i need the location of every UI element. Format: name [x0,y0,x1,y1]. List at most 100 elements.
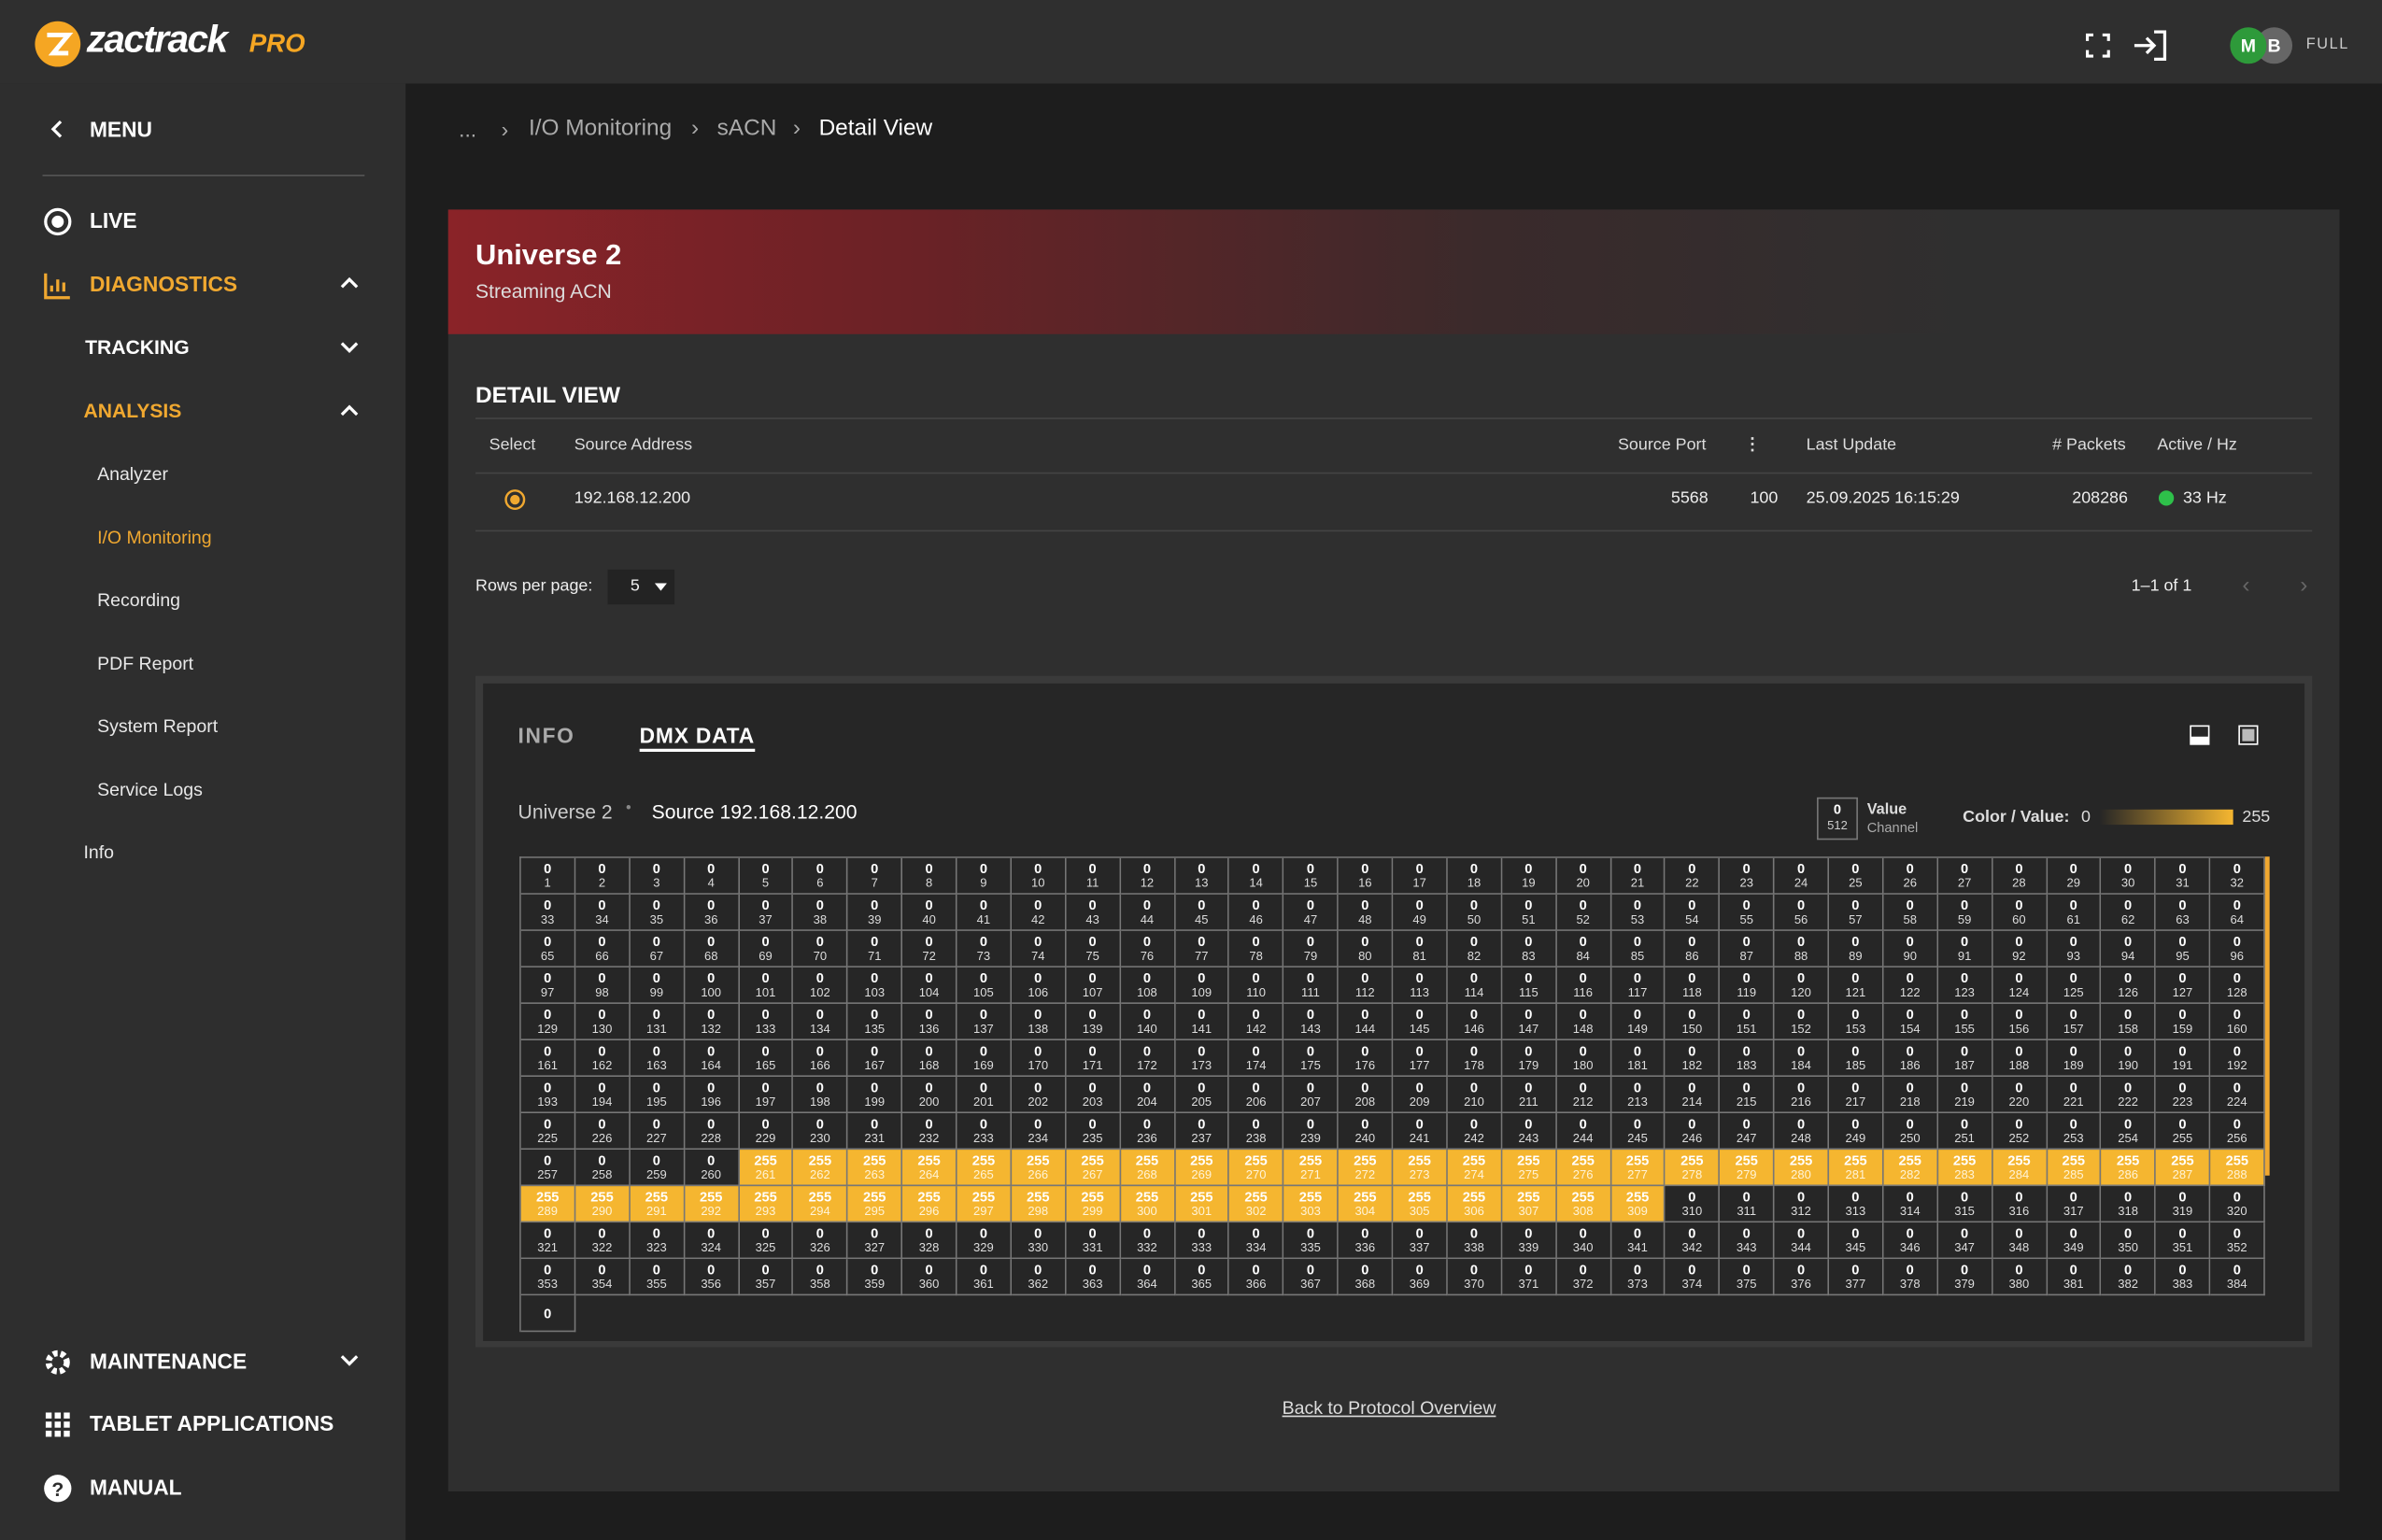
nav-tablet-applications[interactable]: TABLET APPLICATIONS [89,1410,334,1435]
dmx-channel: 35 [649,912,664,927]
dmx-value: 0 [1198,1225,1206,1241]
column-header[interactable]: Source Port [1617,435,1707,455]
dmx-channel: 380 [2008,1277,2030,1292]
column-header[interactable]: Last Update [1806,435,1897,455]
nav-live[interactable]: LIVE [89,207,137,233]
dmx-channel: 159 [2172,1022,2193,1037]
nav-analysis[interactable]: ANALYSIS [83,399,182,423]
fullscreen-button[interactable] [2085,33,2110,58]
dmx-channel: 185 [1845,1058,1866,1073]
dmx-cell: 0 207 [1283,1077,1339,1114]
dmx-channel: 158 [2118,1022,2138,1037]
dmx-value: 0 [1469,1007,1479,1023]
dmx-cell: 0 206 [1229,1077,1284,1114]
breadcrumb-item[interactable]: sACN [716,115,777,142]
logout-button[interactable] [2132,29,2168,63]
dmx-cell: 0 136 [902,1003,957,1041]
next-page[interactable]: › [2300,572,2308,599]
dmx-cell: 0 313 [1829,1186,1884,1223]
breadcrumb-item[interactable]: ... [459,117,477,142]
dmx-cell: 0 220 [1992,1077,2048,1114]
dmx-cell: 0 84 [1556,930,1611,968]
nav-tracking[interactable]: TRACKING [85,335,190,359]
dmx-cell: 0 354 [575,1259,631,1296]
dmx-cell: 0 339 [1501,1222,1557,1260]
dmx-cell: 0 215 [1720,1077,1775,1114]
nav-item[interactable]: Analyzer [97,463,169,485]
dmx-channel: 93 [2066,949,2081,964]
column-menu[interactable]: ⋮ [1743,435,1761,455]
dmx-cell: 0 78 [1229,930,1284,968]
dmx-channel: 258 [591,1167,613,1182]
nav-item[interactable]: Recording [97,588,181,611]
prev-page[interactable]: ‹ [2242,572,2250,599]
nav-manual[interactable]: MANUAL [89,1475,182,1500]
view-toggle[interactable] [2189,725,2210,746]
dmx-cell: 0 74 [1011,930,1067,968]
nav-item[interactable]: I/O Monitoring [97,527,212,549]
dmx-value: 0 [1252,970,1260,986]
view-toggle[interactable] [2238,725,2260,746]
nav-item[interactable]: PDF Report [97,653,194,675]
dmx-cell: 0 87 [1720,930,1775,968]
dmx-channel: 296 [918,1204,940,1219]
dmx-channel: 214 [1681,1095,1703,1109]
dmx-channel: 229 [755,1131,776,1146]
dmx-value: 255 [917,1152,941,1168]
dmx-value: 0 [925,1043,933,1059]
chevron [340,276,359,289]
scale-label: Color / Value: [1963,808,2070,827]
dmx-cell: 0 256 [2210,1113,2265,1151]
nav-maintenance[interactable]: MAINTENANCE [89,1349,248,1374]
tab-active[interactable]: DMX DATA [639,723,755,753]
dmx-value: 0 [1906,897,1914,913]
dmx-value: 0 [598,1116,606,1132]
dmx-cell: 0 123 [1937,967,1993,1004]
avatar-m[interactable]: M [2230,27,2267,64]
dmx-cell: 0 42 [1011,894,1067,931]
nav-item[interactable]: System Report [97,714,219,737]
menu-button[interactable]: MENU [89,117,153,142]
scrollbar[interactable] [2264,856,2270,1176]
nav-diagnostics[interactable]: DIAGNOSTICS [89,272,238,297]
dmx-value: 0 [1688,970,1696,986]
dmx-cell: 0 25 [1829,857,1884,895]
dmx-value: 0 [1034,934,1042,950]
dmx-cell: 0 48 [1338,894,1394,931]
dmx-channel: 257 [537,1167,559,1182]
dmx-cell: 0 144 [1338,1003,1394,1041]
dmx-cell: 0 232 [902,1113,957,1151]
dmx-cell: 0 356 [684,1259,740,1296]
column-header[interactable]: Active / Hz [2157,435,2237,455]
dmx-channel: 340 [1572,1240,1594,1255]
tab[interactable]: INFO [518,723,575,748]
column-header[interactable]: # Packets [2052,435,2126,455]
back-link[interactable]: Back to Protocol Overview [1282,1397,1496,1419]
radio-selected[interactable] [504,489,526,511]
dmx-channel: 253 [2063,1131,2084,1146]
dmx-value: 0 [1633,1043,1642,1059]
column-header[interactable]: Source Address [574,435,693,455]
nav-item[interactable]: Service Logs [97,779,203,801]
dmx-value: 0 [544,1262,552,1278]
dmx-cell: 0 36 [684,894,740,931]
dmx-cell: 0 58 [1883,894,1938,931]
dmx-cell: 0 30 [2101,857,2157,895]
dmx-value: 0 [544,1043,552,1059]
dmx-channel: 342 [1681,1240,1703,1255]
dmx-value: 0 [1198,1262,1206,1278]
breadcrumb-item[interactable]: I/O Monitoring [528,115,673,142]
dmx-cell: 0 67 [630,930,685,968]
dmx-cell: 0 68 [684,930,740,968]
scale-min: 0 [2081,808,2091,827]
dmx-value: 255 [1517,1189,1540,1205]
dmx-cell: 0 116 [1556,967,1611,1004]
dmx-channel: 355 [645,1277,667,1292]
section-title: DETAIL VIEW [475,382,620,409]
dmx-cell: 0 243 [1501,1113,1557,1151]
dmx-channel: 135 [864,1022,886,1037]
dmx-value: 0 [652,970,660,986]
status-dot [2158,490,2175,506]
dmx-channel: 311 [1737,1204,1757,1219]
nav-info[interactable]: Info [83,841,114,863]
